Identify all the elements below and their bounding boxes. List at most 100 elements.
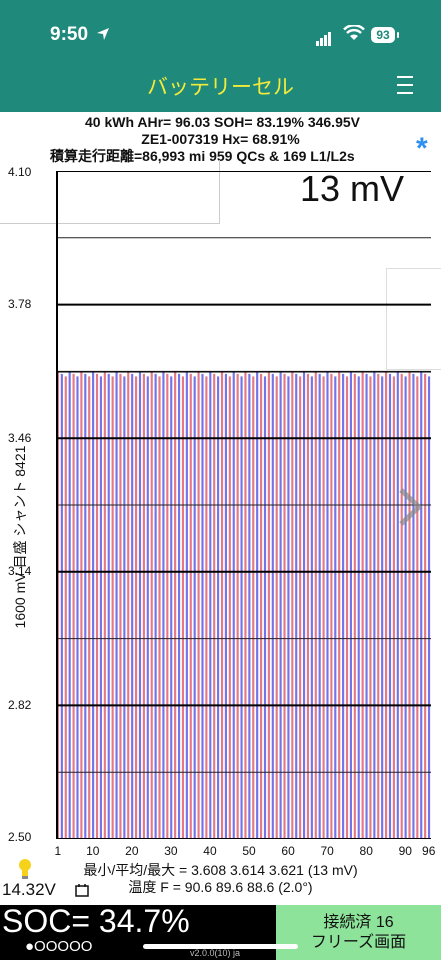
cell-bar — [326, 370, 329, 839]
x-tick-label: 20 — [125, 844, 139, 858]
info-line-odometer: 積算走行距離=86,993 mi 959 QCs & 169 L1/L2s — [50, 148, 355, 164]
cell-bar — [365, 373, 368, 839]
cell-bar — [205, 376, 208, 839]
freeze-screen-label: フリーズ画面 — [310, 934, 407, 951]
cell-bar — [95, 373, 99, 839]
aux-battery-voltage: 14.32V — [2, 880, 56, 899]
connection-status: 接続済 16 — [323, 914, 394, 931]
cell-bar — [150, 370, 153, 839]
calendar-icon[interactable] — [75, 883, 89, 897]
info-line-vin: ZE1-007319 Hx= 68.91% — [141, 131, 300, 147]
cell-bar — [185, 370, 188, 839]
y-tick-label: 3.14 — [8, 564, 32, 578]
cell-bar — [154, 373, 157, 839]
cell-voltage-chart — [56, 171, 431, 839]
x-tick-label: 10 — [86, 844, 100, 858]
app-header: バッテリーセル — [0, 62, 441, 112]
cell-bar — [306, 373, 310, 839]
cell-bar — [174, 370, 177, 839]
connection-button[interactable]: 接続済 16 フリーズ画面 — [276, 905, 441, 960]
cell-bar — [170, 376, 173, 839]
cell-bar — [181, 376, 185, 839]
cell-bar — [256, 370, 259, 839]
y-tick-label: 2.82 — [8, 698, 32, 712]
cell-bar — [267, 370, 270, 839]
cell-bar — [271, 373, 274, 839]
cell-bar — [236, 373, 239, 839]
cell-bar — [302, 370, 306, 839]
cell-bar — [103, 370, 106, 839]
temperature-stats: 温度 F = 90.6 89.6 88.6 (2.0°) — [128, 879, 313, 895]
cell-bar — [64, 376, 67, 839]
x-tick-label: 40 — [203, 844, 217, 858]
battery-nub — [397, 32, 399, 38]
cell-bar — [213, 373, 216, 839]
cell-bar — [244, 370, 247, 839]
overlay-box — [0, 160, 220, 224]
cell-bar — [224, 373, 227, 839]
cell-bar — [252, 376, 255, 839]
x-tick-label: 1 — [54, 844, 62, 858]
cell-bar — [424, 373, 427, 839]
cell-bar — [420, 370, 423, 839]
page-indicator[interactable]: ●OOOOO — [25, 938, 93, 955]
y-tick-label: 2.50 — [8, 830, 32, 844]
x-tick-label: 50 — [242, 844, 256, 858]
x-tick-label: 70 — [320, 844, 334, 858]
cell-bar — [392, 376, 395, 839]
cell-bar — [135, 376, 138, 839]
overlay-box-right — [386, 268, 441, 370]
cell-bar — [142, 373, 145, 839]
cell-bar — [416, 376, 419, 839]
delta-voltage-readout: 13 mV — [300, 168, 405, 209]
cell-bar — [369, 376, 372, 839]
home-indicator[interactable] — [143, 944, 298, 949]
cell-bar — [189, 373, 192, 839]
cell-bar — [385, 370, 388, 839]
cell-bar — [60, 373, 63, 839]
battery-info: 40 kWh AHr= 96.03 SOH= 83.19% 346.95V ZE… — [0, 114, 441, 165]
cellular-signal-icon — [316, 28, 332, 46]
cell-bar — [400, 373, 403, 839]
x-axis-ticks: 1 10 20 30 40 50 60 70 80 90 96 — [0, 844, 441, 860]
cell-bar — [388, 373, 392, 839]
x-tick-label: 90 — [398, 844, 412, 858]
cell-bar — [232, 370, 235, 839]
cell-bar — [197, 370, 200, 839]
soc-panel — [0, 905, 276, 960]
cell-bar — [99, 376, 102, 839]
x-tick-label: 60 — [281, 844, 295, 858]
app-version: v2.0.0(10) ja — [190, 948, 241, 958]
cell-bar — [131, 373, 134, 839]
cell-bar — [76, 376, 79, 839]
chevron-right-icon[interactable] — [398, 488, 422, 526]
cell-bar — [412, 373, 415, 839]
y-tick-label: 4.10 — [8, 165, 32, 179]
cell-bar — [177, 373, 181, 839]
cell-bar — [334, 376, 337, 839]
cell-bar — [279, 370, 282, 839]
cell-bar — [345, 376, 349, 839]
cell-bar — [427, 376, 431, 839]
cell-bar — [201, 373, 204, 839]
cell-bar — [123, 376, 126, 839]
x-tick-label: 80 — [359, 844, 373, 858]
cell-bar — [338, 370, 341, 839]
cell-bar — [275, 376, 278, 839]
lightbulb-icon[interactable] — [18, 858, 32, 880]
cell-bar — [283, 373, 286, 839]
cell-bar — [84, 373, 87, 839]
cell-bar — [193, 376, 196, 839]
cell-bar — [92, 370, 95, 839]
cell-bar — [80, 370, 83, 839]
cell-bar — [209, 370, 212, 839]
cell-bar — [342, 373, 345, 839]
bluetooth-icon[interactable]: * — [416, 132, 428, 165]
voltage-stats: 最小/平均/最大 = 3.608 3.614 3.621 (13 mV) — [83, 862, 358, 878]
y-axis-label: 1600 mV 目盛 シャント 8421 — [12, 445, 28, 629]
cell-bar — [381, 376, 384, 839]
cell-bar — [260, 373, 263, 839]
cell-bar — [361, 370, 364, 839]
menu-icon[interactable] — [397, 70, 413, 100]
cell-bar — [88, 376, 91, 839]
